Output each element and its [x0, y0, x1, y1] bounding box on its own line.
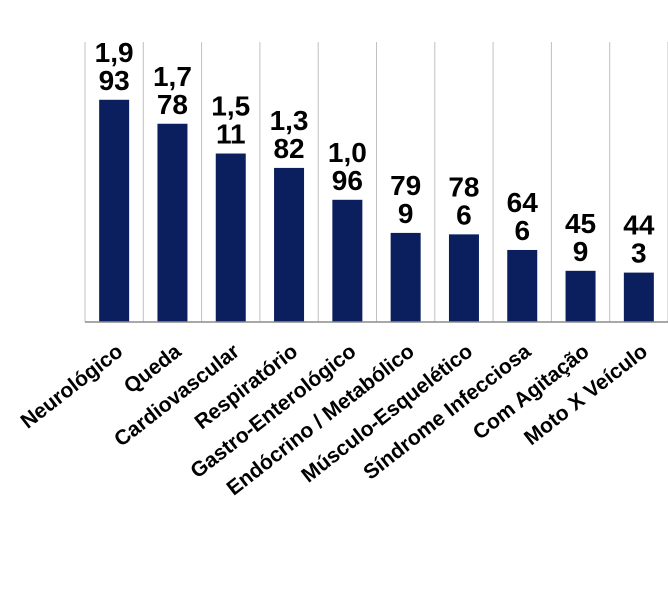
- data-label: 3: [631, 238, 647, 269]
- data-label: 1,5: [211, 91, 250, 122]
- data-label: 9: [573, 236, 589, 267]
- data-label: 1,7: [153, 61, 192, 92]
- data-label: 79: [390, 170, 421, 201]
- data-label: 1,0: [328, 137, 367, 168]
- data-label: 9: [398, 198, 414, 229]
- data-label: 11: [216, 119, 246, 150]
- bar: [507, 249, 538, 322]
- bar: [99, 99, 130, 322]
- bar: [215, 153, 246, 322]
- data-label: 44: [623, 210, 655, 241]
- bar: [448, 234, 479, 322]
- data-label: 82: [273, 133, 304, 164]
- bar: [565, 270, 596, 322]
- data-label: 96: [332, 165, 363, 196]
- data-label: 93: [99, 65, 130, 96]
- bar: [157, 123, 188, 323]
- bar: [390, 232, 421, 322]
- data-label: 6: [456, 199, 472, 230]
- category-label: Neurológico: [17, 340, 128, 434]
- data-label: 1,3: [270, 105, 309, 136]
- data-label: 78: [448, 171, 479, 202]
- data-label: 6: [514, 215, 530, 246]
- bar: [623, 272, 654, 322]
- data-label: 45: [565, 208, 596, 239]
- data-label: 1,9: [95, 37, 134, 68]
- data-label: 64: [507, 187, 539, 218]
- bar: [332, 199, 363, 322]
- bar: [274, 167, 305, 322]
- data-label: 78: [157, 89, 188, 120]
